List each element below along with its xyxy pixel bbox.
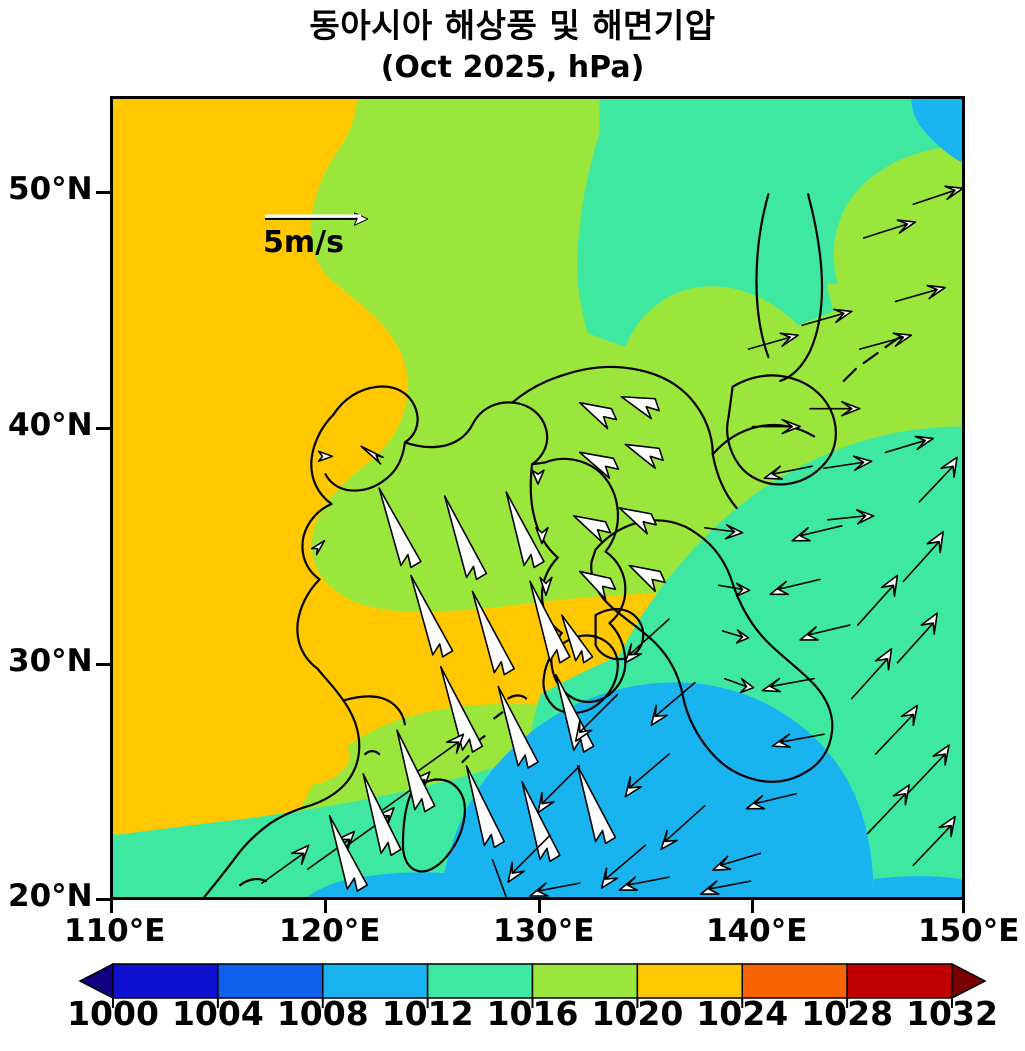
ytick-label-30N: 30°N	[8, 643, 93, 679]
wind-scale-label: 5m/s	[263, 225, 344, 260]
wind-scale-key	[265, 203, 391, 273]
colorbar[interactable]: 1000 1004 1008 1012 1016 1020 1024 1028 1032	[0, 962, 1025, 1051]
xtick-mark-140E	[751, 900, 754, 913]
xtick-mark-130E	[538, 900, 541, 913]
colorbar-tick-labels: 1000 1004 1008 1012 1016 1020 1024 1028 1032	[0, 994, 1025, 1044]
ytick-label-20N: 20°N	[8, 878, 93, 914]
page-title: 동아시아 해상풍 및 해면기압	[309, 6, 716, 45]
ytick-label-40N: 40°N	[8, 407, 93, 443]
colorbar-band	[112, 963, 219, 999]
xtick-label-140E: 140°E	[706, 913, 808, 949]
colorbar-band	[322, 963, 429, 999]
colorbar-band	[531, 963, 639, 999]
map-plot-area[interactable]: 5m/s OCPC	[110, 96, 965, 900]
xtick-mark-120E	[324, 900, 327, 913]
ytick-mark-50N	[96, 191, 110, 194]
title-block: 동아시아 해상풍 및 해면기압 (Oct 2025, hPa)	[0, 4, 1025, 88]
colorbar-band	[426, 963, 534, 999]
colorbar-band	[741, 963, 848, 999]
ytick-mark-40N	[96, 427, 110, 430]
colorbar-tick-label: 1008	[276, 994, 369, 1033]
xtick-mark-110E	[110, 900, 113, 913]
colorbar-tick-label: 1016	[486, 994, 579, 1033]
xtick-label-110E: 110°E	[64, 913, 166, 949]
colorbar-band	[217, 963, 324, 999]
colorbar-band	[636, 963, 743, 999]
colorbar-tick-label: 1024	[696, 994, 789, 1033]
colorbar-band	[846, 963, 953, 999]
colorbar-extend-low	[78, 962, 114, 1000]
xtick-label-120E: 120°E	[279, 913, 381, 949]
colorbar-tick-label: 1004	[171, 994, 264, 1033]
xtick-mark-150E	[962, 900, 965, 913]
xtick-label-130E: 130°E	[493, 913, 595, 949]
ytick-label-50N: 50°N	[8, 171, 93, 207]
chart-subtitle: (Oct 2025, hPa)	[380, 50, 645, 85]
ytick-mark-20N	[96, 898, 110, 901]
colorbar-gradient	[78, 962, 987, 1008]
xtick-label-150E: 150°E	[918, 913, 1020, 949]
colorbar-extend-high	[951, 962, 987, 1000]
pressure-wind-map	[113, 99, 962, 897]
colorbar-tick-label: 1032	[906, 994, 998, 1033]
colorbar-tick-label: 1000	[67, 994, 159, 1033]
colorbar-tick-label: 1012	[381, 994, 474, 1033]
ytick-mark-30N	[96, 663, 110, 666]
colorbar-tick-label: 1020	[591, 994, 684, 1033]
colorbar-tick-label: 1028	[801, 994, 894, 1033]
